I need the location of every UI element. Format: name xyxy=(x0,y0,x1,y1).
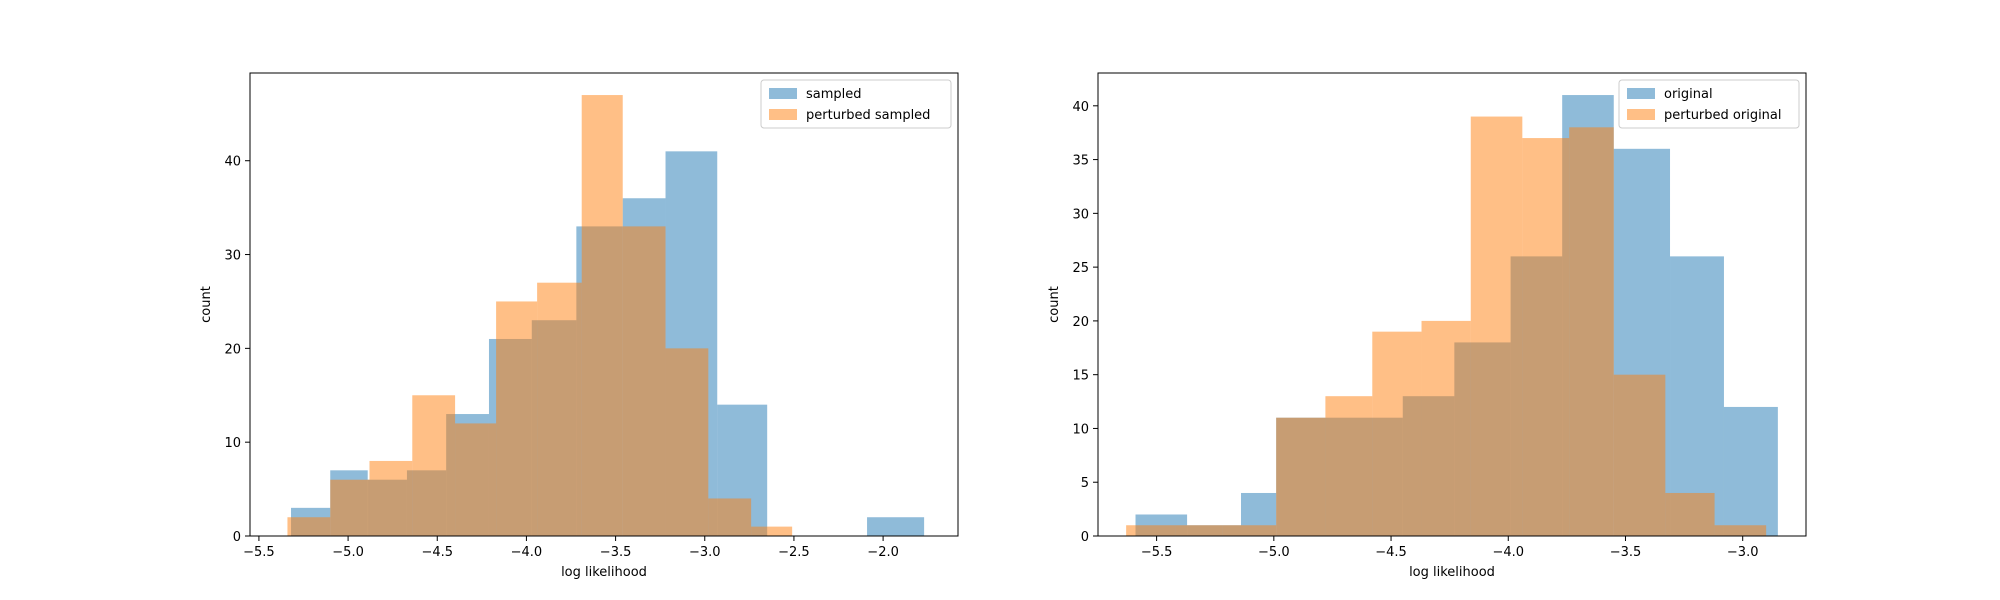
x-axis-label: log likelihood xyxy=(561,565,647,580)
x-tick-label: −4.0 xyxy=(1492,545,1524,560)
left-histogram-panel: −5.5 −5.0 −4.5 −4.0 −3.5 −3.0 −2.5 −2.0 0 10 20 30 4… xyxy=(199,72,959,580)
x-axis-label: log likelihood xyxy=(1409,565,1495,580)
x-tick-label: −5.5 xyxy=(243,545,275,560)
axes-frame xyxy=(249,72,959,537)
histogram-bar xyxy=(1665,492,1715,536)
histogram-bar xyxy=(1325,396,1373,536)
legend-swatch xyxy=(1627,88,1655,99)
y-tick-label: 10 xyxy=(1072,422,1089,437)
histogram-bar xyxy=(330,479,370,536)
histogram-bar xyxy=(751,526,793,536)
histogram-bar xyxy=(867,517,925,536)
x-tick-label: −2.0 xyxy=(867,545,899,560)
histogram-bar xyxy=(665,348,709,536)
y-tick-label: 20 xyxy=(1072,315,1089,330)
legend-swatch xyxy=(1627,109,1655,120)
histogram-bar xyxy=(1421,320,1471,536)
histogram-bar xyxy=(1222,525,1277,536)
histogram-bar xyxy=(1714,525,1767,536)
legend: sampled perturbed sampled xyxy=(760,79,952,129)
histogram-bar xyxy=(1175,525,1223,536)
y-tick-label: 5 xyxy=(1081,476,1089,491)
histogram-bar xyxy=(1470,116,1523,536)
histogram-bar xyxy=(1670,256,1724,536)
histogram-bar xyxy=(287,517,331,536)
y-tick-label: 0 xyxy=(233,530,241,545)
histogram-bar xyxy=(1276,417,1326,536)
histogram-bar xyxy=(708,498,752,536)
y-tick-label: 20 xyxy=(224,342,241,357)
histogram-bar xyxy=(412,395,456,536)
x-tick-label: −5.0 xyxy=(1258,545,1290,560)
histogram-bar xyxy=(1569,127,1614,536)
y-tick-label: 10 xyxy=(224,436,241,451)
legend-box xyxy=(760,79,952,129)
y-tick-label: 15 xyxy=(1072,369,1089,384)
y-tick-label: 35 xyxy=(1072,154,1089,169)
histogram-bar xyxy=(1723,406,1778,536)
y-axis-label: count xyxy=(1047,286,1062,323)
histogram-bar xyxy=(496,301,538,536)
x-tick-label: −4.5 xyxy=(421,545,453,560)
y-tick-label: 30 xyxy=(1072,207,1089,222)
legend-label: perturbed original xyxy=(1664,108,1782,123)
histogram-bar xyxy=(1126,525,1176,536)
y-tick-label: 30 xyxy=(224,249,241,264)
legend-label: perturbed sampled xyxy=(806,108,930,123)
legend: original perturbed original xyxy=(1618,79,1800,129)
histogram-bar xyxy=(455,423,497,536)
x-tick-label: −4.0 xyxy=(511,545,543,560)
histogram-bar xyxy=(622,226,666,536)
histogram-bar xyxy=(1613,374,1666,536)
x-tick-label: −3.5 xyxy=(600,545,632,560)
right-histogram-panel: −5.5 −5.0 −4.5 −4.0 −3.5 −3.0 0 5 10 15 20 25 30 35 40… xyxy=(1047,72,1807,580)
x-tick-label: −5.5 xyxy=(1141,545,1173,560)
x-tick-label: −3.0 xyxy=(1727,545,1759,560)
y-tick-label: 0 xyxy=(1081,530,1089,545)
x-tick-label: −4.5 xyxy=(1375,545,1407,560)
histogram-bar xyxy=(581,95,623,537)
y-axis-label: count xyxy=(199,286,214,323)
x-tick-label: −3.5 xyxy=(1610,545,1642,560)
legend-swatch xyxy=(769,109,797,120)
y-tick-label: 40 xyxy=(224,155,241,170)
legend-label: original xyxy=(1664,87,1713,102)
x-tick-label: −2.5 xyxy=(778,545,810,560)
x-tick-label: −5.0 xyxy=(332,545,364,560)
x-tick-label: −3.0 xyxy=(689,545,721,560)
histogram-bar xyxy=(1522,138,1570,536)
legend-swatch xyxy=(769,88,797,99)
histogram-bar xyxy=(537,282,582,536)
histogram-bar xyxy=(1372,331,1422,536)
legend-label: sampled xyxy=(806,87,862,102)
y-tick-label: 25 xyxy=(1072,261,1089,276)
axes-frame xyxy=(1097,72,1807,537)
histogram-bar xyxy=(369,460,413,536)
legend-box xyxy=(1618,79,1800,129)
y-tick-label: 40 xyxy=(1072,100,1089,115)
